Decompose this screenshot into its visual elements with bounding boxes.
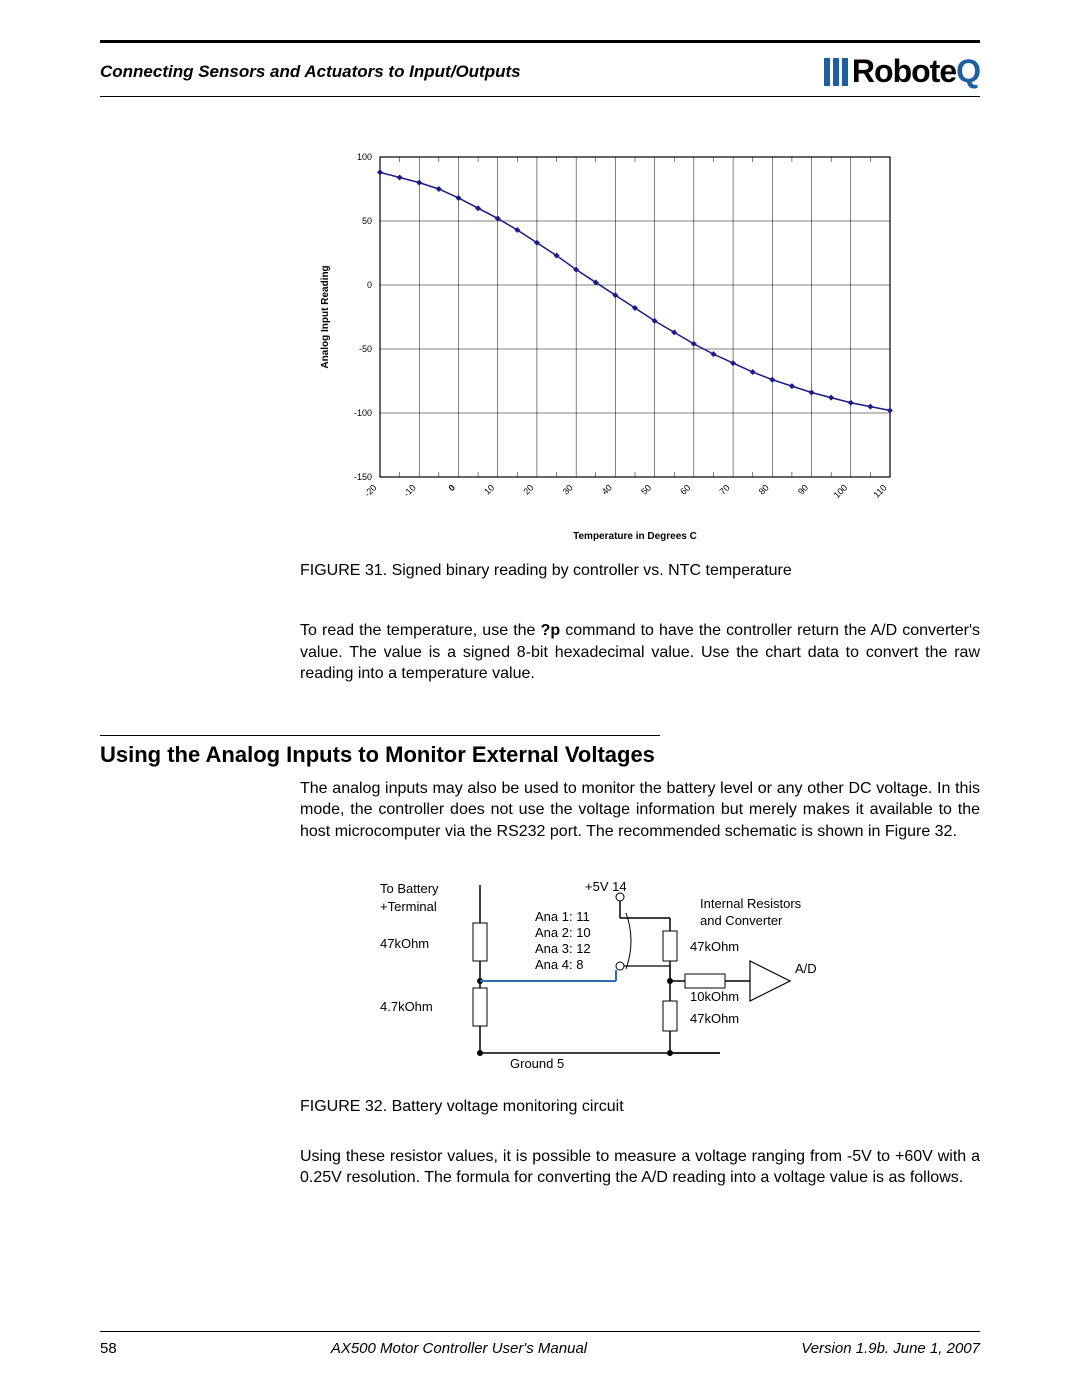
svg-text:10kOhm: 10kOhm [690,989,739,1004]
svg-text:-100: -100 [354,408,372,418]
svg-text:60: 60 [678,483,692,497]
svg-text:A/D: A/D [795,961,817,976]
svg-text:70: 70 [718,483,732,497]
figure32-caption: FIGURE 32. Battery voltage monitoring ci… [300,1098,980,1116]
svg-text:-10: -10 [402,483,418,499]
svg-text:Ana 1: 11: Ana 1: 11 [535,909,590,924]
page-number: 58 [100,1340,117,1357]
svg-text:+5V 14: +5V 14 [585,879,627,894]
svg-text:Internal Resistors: Internal Resistors [700,896,802,911]
logo-suffix: Q [956,53,980,90]
svg-text:To Battery: To Battery [380,881,439,896]
svg-text:80: 80 [757,483,771,497]
svg-text:4.7kOhm: 4.7kOhm [380,999,433,1014]
paragraph-2: The analog inputs may also be used to mo… [300,778,980,843]
footer-version: Version 1.9b. June 1, 2007 [801,1340,980,1357]
svg-text:Ground 5: Ground 5 [510,1056,564,1071]
chart-ntc: -150-100-50050100-20-1001020304050607080… [310,147,910,552]
svg-text:20: 20 [521,483,535,497]
svg-text:-50: -50 [359,344,372,354]
figure31-caption: FIGURE 31. Signed binary reading by cont… [300,562,980,580]
paragraph-1: To read the temperature, use the ?p comm… [300,620,980,685]
section-label: Connecting Sensors and Actuators to Inpu… [100,62,521,82]
svg-text:47kOhm: 47kOhm [380,936,429,951]
svg-text:110: 110 [871,483,888,500]
svg-text:-20: -20 [362,483,378,499]
svg-text:50: 50 [362,216,372,226]
svg-text:+Terminal: +Terminal [380,899,437,914]
svg-text:Temperature in Degrees C: Temperature in Degrees C [573,531,697,542]
svg-text:Ana 2: 10: Ana 2: 10 [535,925,591,940]
svg-text:30: 30 [561,483,575,497]
svg-text:10: 10 [482,483,496,497]
svg-text:47kOhm: 47kOhm [690,939,739,954]
svg-text:40: 40 [600,483,614,497]
svg-text:100: 100 [357,152,372,162]
svg-text:100: 100 [832,483,850,501]
svg-text:and Converter: and Converter [700,913,783,928]
svg-text:Analog Input Reading: Analog Input Reading [320,265,331,368]
logo-text: Robote [852,53,956,90]
svg-text:Ana 3: 12: Ana 3: 12 [535,941,591,956]
svg-text:-150: -150 [354,472,372,482]
svg-text:50: 50 [639,483,653,497]
footer-title: AX500 Motor Controller User's Manual [331,1340,587,1357]
circuit-diagram: To Battery +Terminal 47kOhm 4.7kOhm Ground 5… [360,873,980,1078]
svg-text:0: 0 [446,483,457,494]
section-heading: Using the Analog Inputs to Monitor Exter… [100,742,980,768]
svg-text:47kOhm: 47kOhm [690,1011,739,1026]
svg-text:0: 0 [367,280,372,290]
svg-text:90: 90 [796,483,810,497]
paragraph-3: Using these resistor values, it is possi… [300,1146,980,1189]
svg-text:Ana 4: 8: Ana 4: 8 [535,957,583,972]
logo: RoboteQ [824,53,980,90]
